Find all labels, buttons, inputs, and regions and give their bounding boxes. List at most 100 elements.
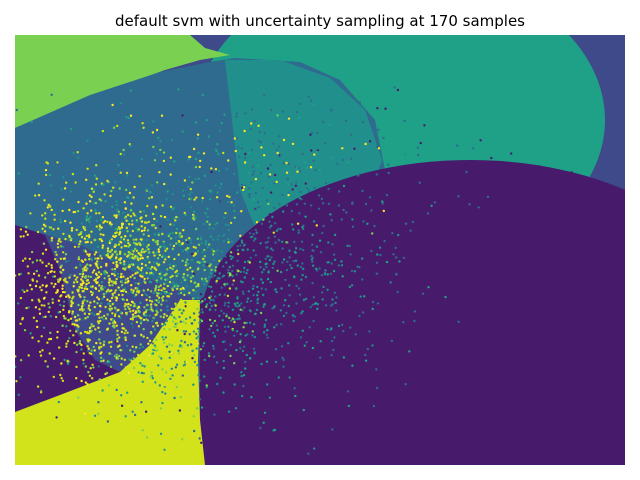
data-point-class-3 — [215, 361, 219, 364]
data-point-class-6 — [40, 335, 43, 338]
data-point-class-6 — [181, 358, 185, 362]
data-point-class-0 — [324, 229, 327, 232]
data-point-class-2 — [296, 111, 299, 114]
data-point-class-0 — [350, 422, 354, 425]
data-point-class-7 — [70, 226, 74, 230]
data-point-class-2 — [299, 247, 302, 251]
data-point-class-5 — [77, 256, 81, 259]
data-point-class-0 — [397, 273, 401, 276]
data-point-class-0 — [415, 406, 418, 410]
data-point-class-5 — [64, 253, 68, 256]
data-point-class-4 — [247, 151, 251, 155]
data-point-class-4 — [211, 248, 214, 251]
data-point-class-0 — [321, 317, 324, 321]
data-point-class-3 — [209, 308, 212, 311]
data-point-class-2 — [182, 170, 185, 173]
data-point-class-0 — [446, 339, 450, 342]
data-point-class-4 — [342, 184, 346, 188]
data-point-class-7 — [141, 256, 144, 260]
data-point-class-5 — [106, 252, 110, 255]
data-point-class-0 — [375, 423, 378, 426]
data-point-class-0 — [389, 200, 392, 203]
data-point-class-4 — [243, 276, 246, 279]
data-point-class-7 — [101, 244, 105, 247]
data-point-class-0 — [254, 257, 257, 260]
data-point-class-4 — [326, 273, 329, 276]
data-point-class-0 — [415, 346, 418, 350]
data-point-class-0 — [265, 354, 269, 358]
data-point-class-4 — [364, 359, 368, 362]
data-point-class-0 — [509, 373, 512, 376]
data-point-class-2 — [104, 158, 108, 162]
data-point-class-0 — [309, 270, 312, 273]
data-point-class-0 — [339, 343, 343, 346]
data-point-class-4 — [129, 89, 132, 92]
data-point-class-5 — [201, 300, 204, 303]
data-point-class-4 — [376, 253, 379, 256]
data-point-class-3 — [263, 323, 267, 326]
data-point-class-6 — [57, 280, 60, 283]
data-point-class-0 — [439, 186, 443, 189]
data-point-class-0 — [505, 426, 509, 429]
data-point-class-3 — [57, 400, 60, 404]
data-point-class-6 — [98, 212, 101, 215]
data-point-class-7 — [70, 229, 74, 232]
data-point-class-7 — [309, 166, 313, 169]
data-point-class-0 — [369, 235, 372, 239]
data-point-class-0 — [486, 366, 490, 369]
data-point-class-0 — [452, 246, 455, 249]
data-point-class-4 — [30, 120, 33, 124]
data-point-class-0 — [431, 405, 435, 409]
data-point-class-2 — [175, 141, 179, 144]
data-point-class-5 — [106, 313, 109, 316]
data-point-class-5 — [70, 237, 73, 240]
data-point-class-0 — [503, 340, 506, 343]
data-point-class-2 — [179, 165, 182, 168]
data-point-class-7 — [130, 202, 133, 205]
data-point-class-3 — [209, 285, 213, 289]
data-point-class-0 — [302, 391, 306, 394]
data-point-class-6 — [233, 320, 236, 324]
data-point-class-4 — [85, 217, 88, 220]
data-point-class-6 — [150, 300, 154, 303]
data-point-class-3 — [184, 301, 187, 304]
data-point-class-2 — [254, 254, 258, 257]
data-point-class-0 — [460, 300, 463, 304]
data-point-class-5 — [111, 284, 114, 287]
data-point-class-5 — [204, 277, 207, 280]
data-point-class-2 — [192, 171, 195, 174]
data-point-class-7 — [243, 129, 246, 133]
data-point-class-3 — [212, 258, 216, 261]
data-point-class-2 — [292, 259, 295, 263]
data-point-class-6 — [99, 273, 103, 276]
data-point-class-6 — [136, 266, 139, 269]
data-point-class-6 — [148, 373, 152, 376]
data-point-class-2 — [295, 302, 298, 305]
data-point-class-2 — [348, 244, 351, 248]
data-point-class-5 — [175, 274, 178, 278]
data-point-class-4 — [15, 365, 17, 368]
data-point-class-6 — [50, 266, 54, 269]
data-point-class-3 — [279, 227, 282, 231]
data-point-class-6 — [43, 199, 46, 202]
data-point-class-5 — [102, 292, 106, 296]
data-point-class-4 — [189, 197, 192, 201]
data-point-class-7 — [62, 268, 65, 272]
data-point-class-6 — [111, 253, 114, 256]
data-point-class-4 — [398, 260, 401, 263]
data-point-class-5 — [145, 308, 148, 312]
data-point-class-0 — [176, 329, 179, 332]
data-point-class-0 — [406, 217, 409, 220]
data-point-class-4 — [171, 208, 174, 211]
data-point-class-7 — [83, 287, 87, 290]
data-point-class-3 — [155, 152, 158, 156]
data-point-class-0 — [348, 369, 351, 372]
data-point-class-0 — [528, 173, 531, 176]
data-point-class-6 — [179, 298, 183, 302]
data-point-class-0 — [403, 453, 406, 457]
data-point-class-7 — [257, 124, 260, 128]
data-point-class-7 — [107, 281, 111, 284]
data-point-class-5 — [90, 329, 93, 333]
data-point-class-5 — [156, 241, 159, 244]
data-point-class-3 — [145, 238, 148, 242]
